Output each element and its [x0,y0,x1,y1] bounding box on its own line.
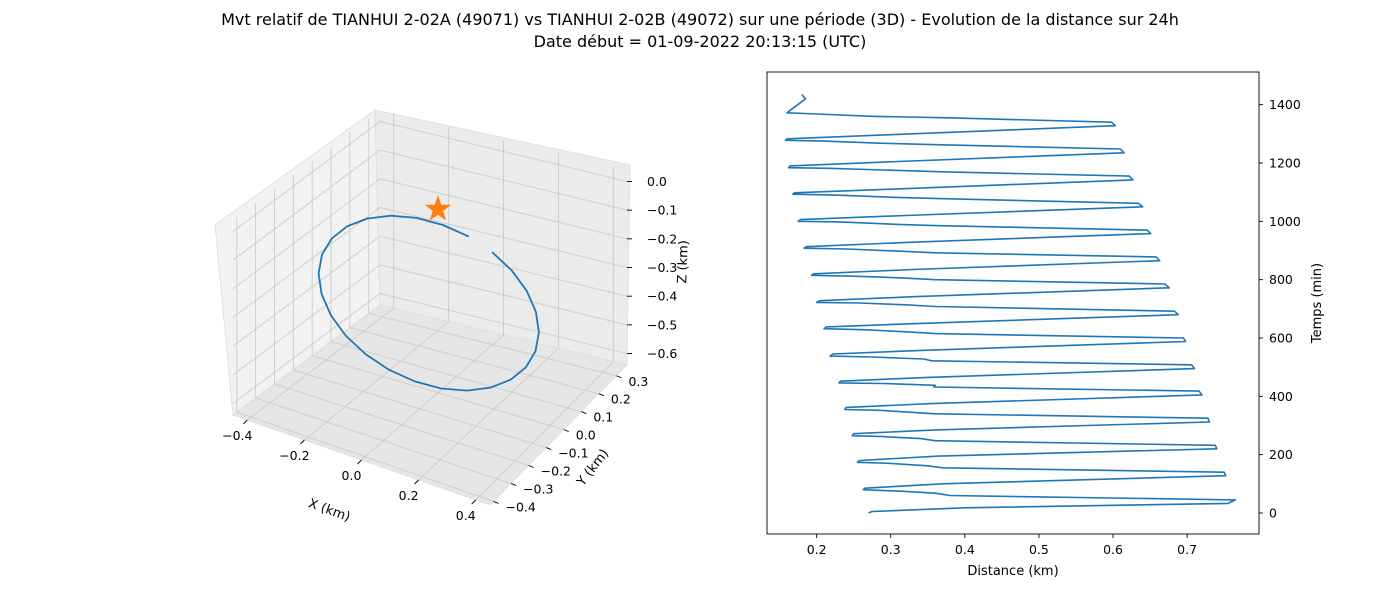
z3d-tick-label: −0.5 [647,317,677,332]
y3d-tick-label: 0.0 [576,428,596,443]
grid-line-z [232,293,628,404]
x3d-tick-mark [357,459,362,465]
grid-line-x [361,140,504,461]
y3d-tick-label: −0.3 [523,481,553,496]
z3d-tick-label: 0.0 [647,174,667,189]
reference-satellite-star-marker [424,195,452,221]
y-tick-label: 200 [1269,447,1293,462]
grid-line-y [255,203,512,484]
grid-line-x [475,166,614,501]
x-axis-label: X (km) [306,496,352,525]
x3d-tick-label: 0.4 [456,508,476,523]
grid-line-z [232,178,628,290]
figure-title: Mvt relatif de TIANHUI 2-02A (49071) vs … [0,9,1400,53]
y-tick-label: 600 [1269,331,1293,346]
grid-line-z [232,264,628,376]
y3d-tick-label: −0.1 [558,446,588,461]
z3d-tick-label: −0.1 [647,203,677,218]
y-tick-label: 1400 [1269,97,1301,112]
y-tick-label: 1200 [1269,156,1301,171]
x-tick-label: 0.2 [807,542,827,557]
axis-ticks-3d: −0.4 −0.2 0.0 0.2 0.4 −0.4 −0.3 −0.2 −0.1 0.0 0.1 0… [222,174,677,523]
title-line-2: Date début = 01-09-2022 20:13:15 (UTC) [533,32,867,51]
y-tick-label: 1000 [1269,214,1301,229]
y-tick-label: 0 [1269,506,1277,521]
y3d-tick-label: 0.3 [628,374,648,389]
x-tick-label: 0.4 [955,542,975,557]
y3d-tick-label: 0.2 [611,392,631,407]
y3d-tick-mark [546,447,552,450]
plot-3d: −0.4 −0.2 0.0 0.2 0.4 −0.4 −0.3 −0.2 −0.1 0.0 0.1 0… [214,109,692,525]
x3d-tick-mark [300,439,305,445]
z3d-tick-label: −0.6 [647,346,677,361]
y3d-tick-mark [563,429,569,433]
x3d-tick-mark [242,419,248,425]
grid-line-z [232,235,628,347]
grid-line-x [247,113,395,421]
y3d-tick-mark [581,411,587,415]
grid-line-y [311,160,564,431]
grid-line-y [349,132,600,395]
y3d-tick-mark [528,465,534,468]
z3d-tick-label: −0.4 [647,289,677,304]
title-line-1: Mvt relatif de TIANHUI 2-02A (49071) vs … [221,10,1179,29]
axis-ticks-2d: 0.2 0.3 0.4 0.5 0.6 0.7 0 200 400 600 800 1000 1200 1… [807,97,1301,557]
x-tick-label: 0.3 [881,542,901,557]
grid-line-z [232,207,628,318]
distance-series-line [784,93,1237,514]
x-tick-label: 0.7 [1177,542,1197,557]
grid-line-x [304,126,450,441]
x3d-tick-mark [471,499,477,505]
y-axis-label-temps: Temps (min) [1310,263,1325,344]
grid-line-z [232,149,628,261]
grid-line-y [236,217,494,502]
x3d-tick-label: −0.4 [222,428,252,443]
x3d-tick-label: 0.0 [342,468,362,483]
y3d-tick-label: 0.1 [593,410,613,425]
orbit-trajectory [317,214,540,392]
plot-2d: 0.2 0.3 0.4 0.5 0.6 0.7 0 200 400 600 800 1000 1200 1… [766,71,1325,579]
y3d-tick-mark [493,500,499,504]
y-tick-label: 400 [1269,389,1293,404]
y3d-tick-mark [598,393,605,397]
z3d-tick-label: −0.3 [647,260,677,275]
x3d-tick-label: 0.2 [399,488,419,503]
grid-line-z [232,121,628,232]
x3d-tick-label: −0.2 [279,448,309,463]
grid-line-y [330,146,582,413]
x-tick-label: 0.6 [1103,542,1123,557]
x-axis-label-distance: Distance (km) [967,564,1058,579]
y3d-tick-mark [510,483,517,486]
z3d-tick-label: −0.2 [647,231,677,246]
grid-line-y [274,189,529,466]
z-axis-label: Z (km) [675,240,692,284]
y3d-tick-label: −0.2 [541,464,571,479]
grid-line-y [292,174,547,449]
y3d-tick-label: −0.4 [506,499,536,514]
x-tick-label: 0.5 [1029,542,1049,557]
grid-line-x [418,153,559,481]
grid-3d [232,113,628,502]
x3d-tick-mark [414,479,419,485]
y-tick-label: 800 [1269,272,1293,287]
y3d-tick-mark [616,375,622,379]
